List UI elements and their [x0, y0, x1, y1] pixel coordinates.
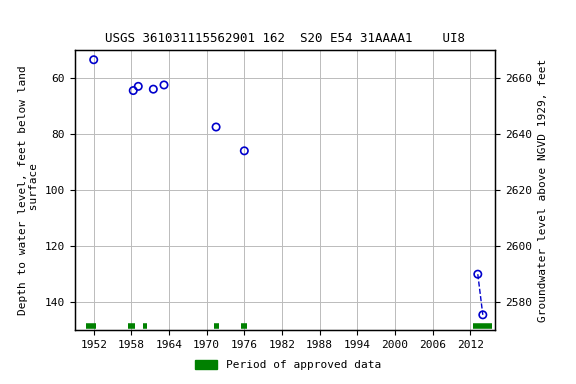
- Point: [134, 83, 143, 89]
- Point: [473, 271, 482, 277]
- Point: [478, 312, 487, 318]
- Title: USGS 361031115562901 162  S20 E54 31AAAA1    UI8: USGS 361031115562901 162 S20 E54 31AAAA1…: [105, 31, 465, 45]
- Point: [149, 86, 158, 92]
- Y-axis label: Depth to water level, feet below land
 surface: Depth to water level, feet below land su…: [18, 65, 39, 315]
- Point: [211, 124, 221, 130]
- Point: [89, 57, 98, 63]
- Y-axis label: Groundwater level above NGVD 1929, feet: Groundwater level above NGVD 1929, feet: [537, 58, 548, 322]
- Legend: Period of approved data: Period of approved data: [191, 356, 385, 375]
- Point: [160, 82, 169, 88]
- Point: [240, 148, 249, 154]
- Point: [128, 88, 138, 94]
